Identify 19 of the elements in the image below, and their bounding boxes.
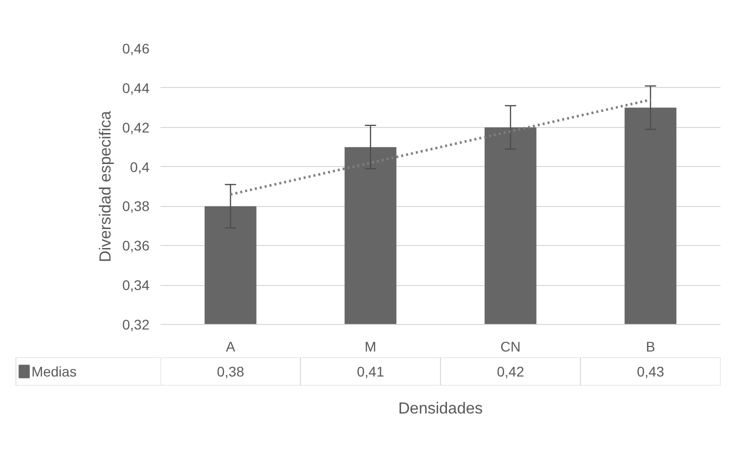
y-tick-label: 0,42 bbox=[122, 119, 150, 136]
x-tick-label: CN bbox=[500, 338, 521, 354]
data-label: 0,42 bbox=[496, 364, 524, 380]
x-tick-label: M bbox=[364, 338, 376, 354]
y-axis-title: Diversidad especifica bbox=[97, 110, 114, 262]
legend-label: Medias bbox=[31, 364, 77, 380]
y-tick-label: 0,34 bbox=[122, 277, 150, 294]
y-tick-label: 0,4 bbox=[130, 158, 150, 175]
y-tick-label: 0,36 bbox=[122, 238, 150, 254]
data-label: 0,43 bbox=[636, 364, 664, 380]
y-tick-label: 0,44 bbox=[122, 80, 150, 96]
x-tick-label: B bbox=[646, 338, 656, 354]
x-tick-label: A bbox=[226, 338, 236, 354]
y-tick-label: 0,32 bbox=[122, 316, 150, 332]
y-tick-label: 0,46 bbox=[122, 40, 150, 56]
data-label: 0,41 bbox=[356, 364, 384, 380]
y-tick-label: 0,38 bbox=[122, 198, 150, 214]
data-label: 0,38 bbox=[216, 364, 244, 380]
x-axis-title: Densidades bbox=[398, 400, 483, 418]
